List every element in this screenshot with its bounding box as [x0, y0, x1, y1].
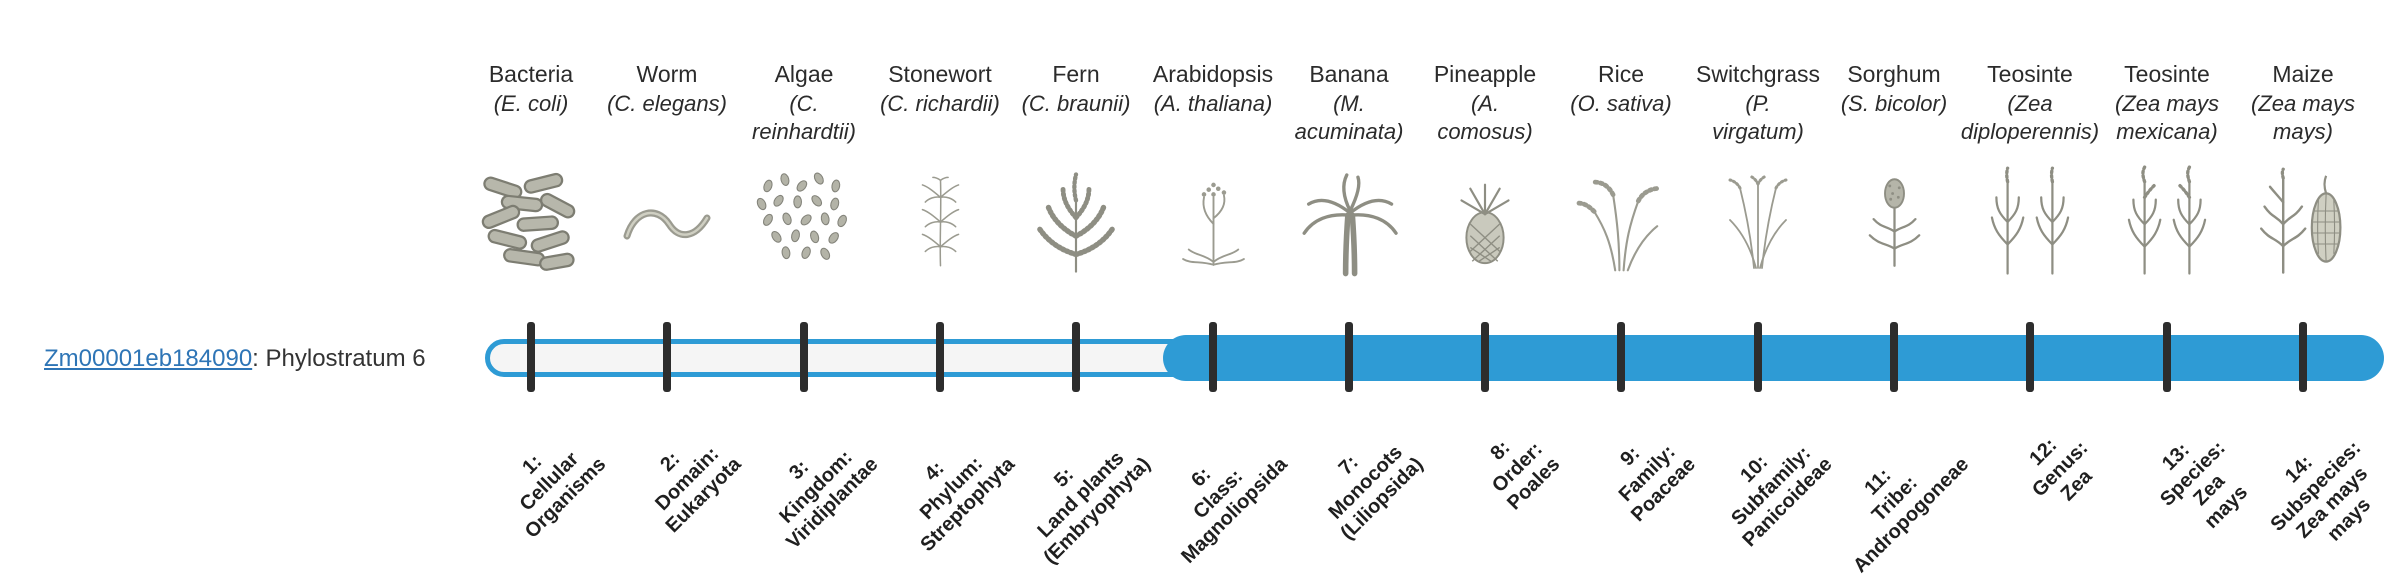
organism-name: Worm: [636, 61, 698, 87]
phylostratum-tick-4: [936, 322, 944, 392]
organism-column: Algae (C. reinhardtii): [729, 58, 879, 289]
organism-name: Pineapple: [1433, 61, 1537, 87]
organism-column: Arabidopsis (A. thaliana): [1138, 58, 1288, 289]
pineapple-illustration: [1410, 154, 1560, 289]
organism-column: Switchgrass (P. virgatum): [1683, 58, 1833, 289]
phylostratum-tick-7: [1345, 322, 1353, 392]
organism-column: Sorghum (S. bicolor): [1819, 58, 1969, 289]
organism-name: Teosinte: [2124, 61, 2210, 87]
phylostratum-label-9: 9: Family: Poaceae: [1614, 440, 1700, 527]
stonewort-illustration: [865, 154, 1015, 289]
organism-column: Banana (M. acuminata): [1274, 58, 1424, 289]
fern-illustration: [1001, 154, 1151, 289]
organism-scientific-name: (C. reinhardtii): [752, 91, 856, 144]
organism-name: Maize: [2272, 61, 2334, 87]
switchgrass-illustration: [1683, 154, 1833, 289]
organism-name: Arabidopsis: [1152, 61, 1274, 87]
phylostratum-tick-10: [1754, 322, 1762, 392]
organism-column: Stonewort (C. richardii): [865, 58, 1015, 289]
gene-link[interactable]: Zm00001eb184090: [44, 345, 253, 372]
phylostratum-label-8: 8: Order: Poales: [1485, 436, 1564, 515]
algae-illustration: [729, 154, 879, 289]
teosinte-mexicana-illustration: [2092, 154, 2242, 289]
phylostratum-tick-11: [1890, 322, 1898, 392]
phylostratum-label-5: 5: Land plants (Embryophyta): [1033, 446, 1155, 569]
phylostratum-label-12: 12: Genus: Zea: [2025, 434, 2097, 506]
phylostratum-label-7: 7: Monocots (Liliopsida): [1324, 441, 1428, 545]
organism-scientific-name: (S. bicolor): [1840, 91, 1948, 116]
organism-name: Fern: [1052, 61, 1100, 87]
gene-label: Zm00001eb184090: Phylostratum 6: [44, 345, 426, 373]
phylostratum-label-14: 14: Subspecies: Zea mays mays: [2266, 436, 2376, 546]
banana-illustration: [1274, 154, 1424, 289]
phylostratum-tick-3: [800, 322, 808, 392]
organism-name: Switchgrass: [1696, 61, 1820, 87]
organism-scientific-name: (A. comosus): [1437, 91, 1533, 144]
organism-name: Banana: [1309, 61, 1389, 87]
rice-illustration: [1546, 154, 1696, 289]
phylostratum-label-10: 10: Subfamily: Panicoideae: [1727, 441, 1837, 552]
phylostratum-tick-1: [527, 322, 535, 392]
phylostratum-tick-14: [2299, 322, 2307, 392]
organism-scientific-name: (C. richardii): [880, 91, 1000, 116]
organism-column: Teosinte (Zea mays mexicana): [2092, 58, 2242, 289]
organism-scientific-name: (Zea diploperennis): [1960, 91, 2100, 144]
phylostratum-label-2: 2: Domain: Eukaryota: [651, 442, 746, 538]
bacteria-illustration: [456, 154, 606, 289]
phylostratum-tick-13: [2163, 322, 2171, 392]
phylostratum-tick-5: [1072, 322, 1080, 392]
organism-column: Rice (O. sativa): [1546, 58, 1696, 289]
phylostratum-tick-12: [2026, 322, 2034, 392]
sorghum-illustration: [1819, 154, 1969, 289]
organism-scientific-name: (Zea mays mays): [2251, 91, 2355, 144]
maize-illustration: [2228, 154, 2378, 289]
phylostratum-bar-fill: [1163, 335, 2384, 381]
arabidopsis-illustration: [1138, 154, 1288, 289]
organism-scientific-name: (A. thaliana): [1153, 91, 1273, 116]
worm-illustration: [592, 154, 742, 289]
phylostratum-label-13: 13: Species: Zea mays: [2155, 436, 2252, 533]
organism-scientific-name: (O. sativa): [1570, 91, 1672, 116]
organism-column: Fern (C. braunii): [1001, 58, 1151, 289]
phylostratum-label-3: 3: Kingdom: Viridiplantae: [775, 446, 883, 554]
gene-phylostratum-text: : Phylostratum 6: [252, 345, 426, 372]
phylostratum-label-1: 1: Cellular Organisms: [514, 447, 610, 543]
organism-name: Algae: [774, 61, 834, 87]
organism-scientific-name: (Zea mays mexicana): [2115, 91, 2219, 144]
organism-column: Pineapple (A. comosus): [1410, 58, 1560, 289]
organism-column: Bacteria (E. coli): [456, 58, 606, 289]
phylostratum-tick-9: [1617, 322, 1625, 392]
organism-name: Stonewort: [888, 61, 992, 87]
organism-scientific-name: (E. coli): [493, 91, 569, 116]
organism-name: Sorghum: [1847, 61, 1941, 87]
organism-name: Bacteria: [488, 61, 574, 87]
phylostratum-label-11: 11: Tribe: Andropogoneae: [1848, 453, 1973, 578]
organism-scientific-name: (C. braunii): [1021, 91, 1131, 116]
organism-column: Worm (C. elegans): [592, 58, 742, 289]
organism-column: Teosinte (Zea diploperennis): [1955, 58, 2105, 289]
organism-scientific-name: (P. virgatum): [1712, 91, 1804, 144]
phylostratum-tick-6: [1209, 322, 1217, 392]
organism-scientific-name: (M. acuminata): [1294, 91, 1404, 144]
organism-name: Rice: [1597, 61, 1644, 87]
organism-name: Teosinte: [1987, 61, 2073, 87]
organism-scientific-name: (C. elegans): [607, 91, 727, 116]
phylostratum-tick-2: [663, 322, 671, 392]
phylostratum-label-6: 6: Class: Magnoliopsida: [1177, 453, 1292, 568]
phylostratum-label-4: 4: Phylum: Streptophyta: [915, 452, 1019, 557]
phylostratum-tick-8: [1481, 322, 1489, 392]
teosinte-diploperennis-illustration: [1955, 154, 2105, 289]
organism-column: Maize (Zea mays mays): [2228, 58, 2378, 289]
